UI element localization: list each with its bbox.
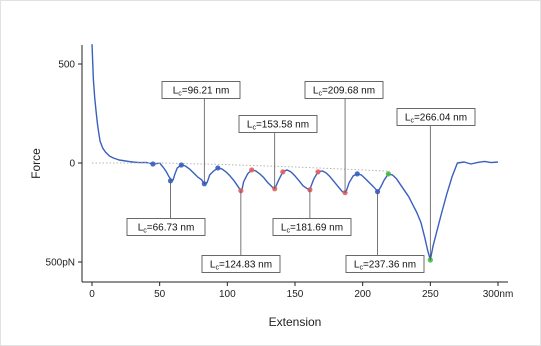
annotation-symbol: L [354, 260, 360, 271]
lc-annotation: Lc=181.69 nm [272, 189, 352, 236]
annotation-subscript: c [215, 265, 219, 272]
annotation-value: =96.21 nm [182, 86, 230, 97]
x-tick-label: 0 [89, 289, 95, 300]
annotation-box [201, 255, 281, 273]
annotation-subscript: c [359, 265, 363, 272]
annotation-value: =66.73 nm [147, 223, 195, 234]
annotation-subscript: c [143, 228, 147, 235]
x-tick-label: 250 [422, 289, 439, 300]
annotation-label: Lc=181.69 nm [281, 223, 343, 235]
annotation-subscript: c [318, 91, 322, 98]
annotation-label: Lc=237.36 nm [354, 260, 416, 272]
baseline-fit-line [92, 162, 390, 172]
data-point-marker [315, 169, 321, 175]
annotation-value: =181.69 nm [290, 223, 343, 234]
annotation-label: Lc=266.04 nm [405, 113, 467, 125]
lc-annotation: Lc=209.68 nm [304, 81, 384, 193]
annotation-label: Lc=124.83 nm [210, 260, 272, 272]
x-tick-label: 200 [354, 289, 371, 300]
data-point-marker [354, 171, 360, 177]
data-point-marker [178, 162, 184, 168]
annotation-symbol: L [173, 86, 179, 97]
data-point-marker [374, 189, 381, 195]
lc-annotation: Lc=266.04 nm [396, 108, 476, 261]
lc-annotation: Lc=124.83 nm [201, 190, 281, 273]
x-tick-label: 100 [219, 289, 236, 300]
annotation-subscript: c [178, 91, 182, 98]
y-tick-label: 500pN [46, 258, 75, 269]
annotation-value: =209.68 nm [322, 86, 375, 97]
annotation-box [304, 81, 384, 99]
x-tick-label: 300nm [483, 289, 514, 300]
annotation-box [238, 115, 318, 133]
y-tick-label: 500 [58, 60, 75, 71]
annotation-box [396, 108, 476, 126]
lc-annotation: Lc=66.73 nm [126, 180, 206, 236]
force-curve-line [91, 44, 499, 261]
annotation-box [126, 218, 206, 236]
annotation-label: Lc=96.21 nm [173, 86, 230, 98]
lc-annotation: Lc=96.21 nm [161, 81, 241, 184]
series-layer [91, 44, 499, 261]
data-point-marker [215, 165, 221, 171]
annotation-subscript: c [286, 228, 290, 235]
annotation-label: Lc=209.68 nm [313, 86, 375, 98]
lc-annotation: Lc=237.36 nm [345, 191, 425, 273]
x-axis-title: Extension [269, 315, 322, 329]
annotation-symbol: L [138, 223, 144, 234]
annotation-value: =124.83 nm [219, 260, 272, 271]
x-tick-label: 150 [287, 289, 304, 300]
annotation-box [272, 218, 352, 236]
annotation-value: =266.04 nm [414, 113, 467, 124]
data-point-marker [385, 171, 391, 177]
annotation-symbol: L [210, 260, 216, 271]
data-point-marker [307, 187, 313, 193]
annotation-symbol: L [247, 120, 253, 131]
annotation-symbol: L [313, 86, 319, 97]
annotation-symbol: L [405, 113, 411, 124]
data-point-marker [150, 161, 156, 167]
annotation-subscript: c [252, 125, 256, 132]
annotation-value: =153.58 nm [256, 120, 309, 131]
annotation-label: Lc=66.73 nm [138, 223, 195, 235]
y-axis-title: Force [29, 148, 43, 179]
ticks: 0 50 100 150 200 250 300nm 500 0 500pN [46, 60, 514, 301]
lc-annotation: Lc=153.58 nm [238, 115, 318, 189]
annotation-box [161, 81, 241, 99]
y-tick-label: 0 [69, 159, 75, 170]
data-point-marker [280, 169, 286, 175]
data-point-marker [249, 167, 255, 173]
annotation-subscript: c [410, 118, 414, 125]
annotation-value: =237.36 nm [363, 260, 416, 271]
annotation-label: Lc=153.58 nm [247, 120, 309, 132]
x-tick-label: 50 [154, 289, 166, 300]
annotation-symbol: L [281, 223, 287, 234]
annotation-box [345, 255, 425, 273]
